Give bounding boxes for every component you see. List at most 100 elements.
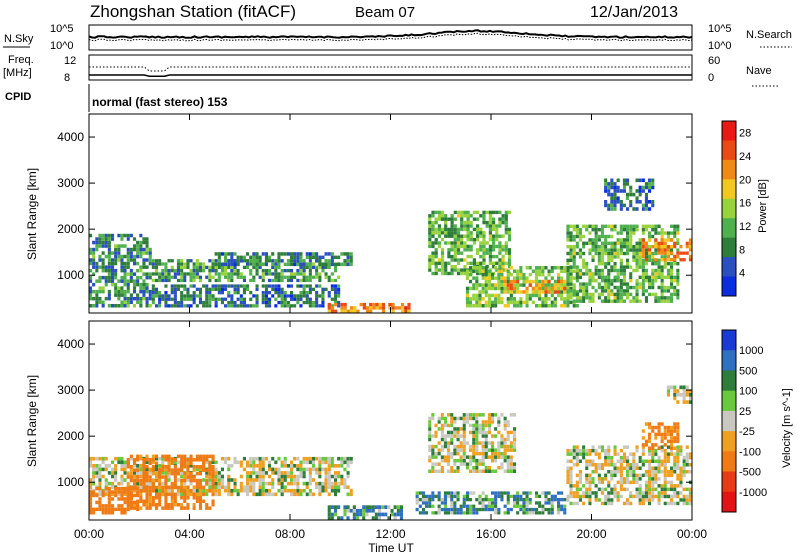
velocity-cell xyxy=(299,471,303,475)
power-cell xyxy=(305,291,309,295)
velocity-cell xyxy=(491,455,495,459)
power-cell xyxy=(220,297,224,301)
velocity-cell xyxy=(644,480,648,485)
power-cell xyxy=(500,297,504,301)
power-cell xyxy=(164,278,168,283)
power-cell xyxy=(569,231,573,235)
power-cell xyxy=(610,248,614,252)
power-cell xyxy=(95,237,99,241)
velocity-cell xyxy=(632,473,636,478)
velocity-cell xyxy=(327,464,331,468)
power-cell xyxy=(638,189,642,193)
power-cell xyxy=(622,272,626,276)
velocity-cell xyxy=(673,396,677,401)
velocity-cell xyxy=(315,485,319,489)
velocity-cell xyxy=(139,456,143,461)
power-cell xyxy=(582,296,586,300)
power-cell xyxy=(641,241,645,245)
velocity-cell xyxy=(280,492,284,497)
power-colorbar-swatch xyxy=(722,159,736,180)
velocity-cell xyxy=(462,420,466,424)
velocity-cell xyxy=(136,471,140,475)
power-cell xyxy=(463,271,467,276)
velocity-cell xyxy=(626,466,630,470)
velocity-cell xyxy=(89,478,93,482)
velocity-cell xyxy=(638,494,642,499)
power-cell xyxy=(170,259,174,263)
velocity-cell xyxy=(572,445,576,449)
velocity-cell xyxy=(224,488,228,493)
velocity-cell xyxy=(261,456,265,461)
power-cell xyxy=(660,241,664,245)
power-cell xyxy=(129,296,133,301)
power-cell xyxy=(648,279,652,283)
power-cell xyxy=(261,262,265,267)
power-cell xyxy=(271,284,275,288)
velocity-colorbar-swatch xyxy=(722,491,736,513)
power-cell xyxy=(513,276,517,280)
power-cell xyxy=(120,233,124,238)
velocity-cell xyxy=(475,448,479,452)
power-cell xyxy=(324,272,328,276)
power-cell xyxy=(644,296,648,300)
power-cell xyxy=(569,268,573,273)
velocity-cell xyxy=(126,465,130,469)
velocity-cell xyxy=(145,460,149,465)
velocity-cell xyxy=(506,437,510,442)
power-cell xyxy=(230,259,234,263)
power-cell xyxy=(498,258,502,262)
velocity-cell xyxy=(484,437,488,442)
velocity-cell xyxy=(283,474,287,479)
power-cell xyxy=(129,247,133,252)
velocity-cell xyxy=(638,455,642,460)
power-cell xyxy=(277,275,281,279)
power-cell xyxy=(302,291,306,295)
power-cell xyxy=(268,269,272,273)
velocity-cell xyxy=(619,455,623,460)
velocity-cell xyxy=(481,427,485,431)
power-cell xyxy=(666,231,670,235)
velocity-cell xyxy=(330,516,334,520)
power-cell xyxy=(644,203,648,208)
velocity-cell xyxy=(302,460,306,465)
power-cell xyxy=(600,285,604,290)
velocity-cell xyxy=(629,466,633,470)
velocity-cell xyxy=(673,425,677,430)
velocity-cell xyxy=(173,496,177,500)
power-cell xyxy=(638,262,642,266)
power-cell xyxy=(626,289,630,293)
power-cell xyxy=(227,294,231,298)
power-cell xyxy=(626,292,630,297)
velocity-cell xyxy=(456,448,460,452)
velocity-cell xyxy=(104,488,108,493)
velocity-cell xyxy=(208,461,212,465)
power-cell xyxy=(491,304,495,308)
power-cell xyxy=(638,275,642,279)
power-cell xyxy=(290,269,294,273)
velocity-cell xyxy=(651,443,655,447)
power-cell xyxy=(176,265,180,269)
velocity-cell xyxy=(503,451,507,456)
power-cell xyxy=(670,285,674,290)
velocity-cell xyxy=(648,491,652,495)
velocity-cell xyxy=(327,485,331,489)
velocity-cell xyxy=(126,497,130,501)
velocity-cell xyxy=(484,469,488,473)
power-cell xyxy=(478,269,482,273)
power-cell xyxy=(482,261,486,265)
power-cell xyxy=(180,291,184,295)
velocity-cell xyxy=(607,463,611,467)
velocity-cell xyxy=(327,471,331,475)
velocity-cell xyxy=(167,478,171,482)
velocity-cell xyxy=(145,481,149,486)
velocity-cell xyxy=(321,467,325,472)
power-cell xyxy=(506,286,510,291)
power-cell xyxy=(450,244,454,249)
power-cell xyxy=(120,254,124,259)
velocity-cell xyxy=(129,506,133,510)
velocity-cell xyxy=(318,464,322,468)
velocity-cell xyxy=(613,466,617,470)
power-cell xyxy=(192,278,196,283)
power-cell xyxy=(594,234,598,239)
power-cell xyxy=(428,244,432,249)
